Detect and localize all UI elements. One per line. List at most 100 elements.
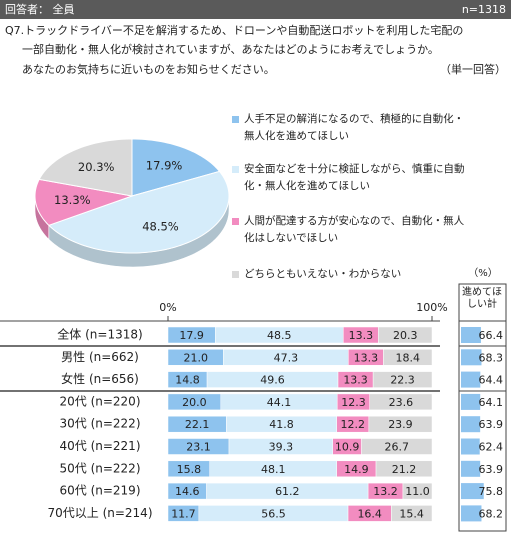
category-label: 30代 (n=222) — [59, 417, 140, 431]
bar-segment — [383, 349, 433, 366]
legend-label: どちらともいえない・わからない — [244, 268, 402, 280]
question-line: Q7.トラックドライバー不足を解消するため、ドローンや自動配送ロボットを利用した… — [5, 23, 463, 37]
value-label: 13.3 — [354, 351, 379, 364]
value-label: 26.7 — [385, 441, 410, 454]
value-label: 20.0 — [182, 396, 207, 409]
value-label: 15.4 — [399, 507, 424, 520]
legend-swatch — [232, 116, 239, 123]
value-label: 12.3 — [341, 396, 366, 409]
value-label: 22.3 — [390, 374, 415, 387]
total-box — [458, 283, 507, 532]
value-label: 14.6 — [175, 485, 200, 498]
value-label: 14.9 — [344, 463, 369, 476]
pie-slice — [38, 138, 133, 197]
value-label: 23.9 — [388, 418, 413, 431]
value-label: 49.6 — [260, 374, 285, 387]
value-label: 13.2 — [373, 485, 398, 498]
value-label: 11.0 — [405, 485, 430, 498]
total-bar — [461, 416, 481, 433]
value-label: 13.3 — [349, 329, 374, 342]
value-label: 44.1 — [267, 396, 292, 409]
category-label: 全体 (n=1318) — [57, 327, 142, 342]
bar-segment — [368, 415, 433, 433]
value-label: 14.8 — [175, 374, 200, 387]
value-label: 12.2 — [341, 418, 366, 431]
pie-slice — [131, 138, 221, 197]
total-value: 68.2 — [479, 507, 504, 520]
value-label: 15.8 — [177, 463, 202, 476]
legend-swatch — [232, 166, 239, 173]
value-label: 13.3 — [343, 374, 368, 387]
value-label: 23.1 — [186, 441, 211, 454]
value-label: 41.8 — [269, 418, 294, 431]
header-bar — [0, 0, 511, 19]
answer-type: （単一回答） — [440, 62, 506, 76]
legend-label: 安全面などを十分に検証しながら、慎重に自動化・無人化を進めてほしい — [244, 163, 465, 192]
value-label: 23.6 — [389, 396, 414, 409]
total-value: 63.9 — [479, 418, 504, 431]
total-value: 63.9 — [479, 463, 504, 476]
category-label: 70代以上 (n=214) — [47, 506, 152, 520]
value-label: 48.1 — [261, 463, 286, 476]
question-line: 一部自動化・無人化が検討されていますが、あなたはどのようにお考えでしょうか。 — [22, 42, 439, 56]
category-label: 男性 (n=662) — [61, 350, 139, 364]
value-label: 47.3 — [274, 351, 299, 364]
total-bar — [461, 505, 482, 522]
bar-segment — [391, 505, 433, 522]
total-bar — [461, 393, 481, 410]
value-label: 39.3 — [269, 441, 294, 454]
value-label: 21.2 — [392, 463, 417, 476]
pie-slice — [34, 178, 134, 226]
total-value: 66.4 — [479, 329, 504, 342]
bar-segment — [378, 326, 433, 344]
value-label: 11.7 — [171, 507, 196, 520]
total-unit: （%） — [468, 267, 498, 279]
category-label: 女性 (n=656) — [61, 371, 139, 386]
total-bar — [461, 483, 484, 500]
legend-label: 人手不足の解消になるので、積極的に自動化・無人化を進めてほしい — [244, 113, 465, 142]
category-label: 50代 (n=222) — [59, 461, 140, 475]
question-line: あなたのお気持ちに近いものをお知らせください。 — [22, 62, 275, 76]
total-title: 進めてほしい計 — [462, 287, 502, 310]
value-label: 56.5 — [261, 507, 286, 520]
bar-segment — [361, 438, 433, 455]
value-label: 61.2 — [275, 485, 300, 498]
value-label: 16.4 — [357, 507, 382, 520]
bar-segment — [372, 371, 433, 388]
total-value: 64.4 — [479, 374, 504, 387]
total-bar — [461, 327, 481, 343]
category-label: 40代 (n=221) — [59, 439, 140, 453]
x-tick-label: 100% — [416, 301, 447, 314]
pie-slice — [47, 170, 230, 254]
value-label: 10.9 — [335, 441, 360, 454]
value-label: 22.1 — [185, 418, 210, 431]
total-bar — [461, 438, 480, 455]
value-label: 21.0 — [183, 351, 208, 364]
legend-swatch — [232, 218, 239, 225]
total-bar — [461, 349, 482, 366]
total-value: 64.1 — [479, 396, 504, 409]
respondents: 回答者： 全員 — [5, 2, 75, 16]
pie-label: 13.3% — [54, 193, 91, 207]
bar-segment — [402, 482, 433, 500]
value-label: 48.5 — [267, 329, 292, 342]
total-bar — [461, 371, 481, 388]
x-tick-label: 0% — [159, 301, 176, 314]
legend-label: 人間が配達する方が安心なので、自動化・無人化はしないでほしい — [244, 215, 465, 244]
legend-swatch — [232, 271, 239, 278]
value-label: 20.3 — [393, 329, 418, 342]
total-value: 68.3 — [479, 351, 504, 364]
bar-segment — [375, 460, 433, 478]
total-value: 75.8 — [479, 485, 504, 498]
sample-size: n=1318 — [462, 3, 506, 16]
category-label: 20代 (n=220) — [59, 394, 140, 408]
bar-segment — [369, 393, 433, 411]
pie-label: 17.9% — [146, 159, 183, 173]
pie-label: 20.3% — [78, 160, 115, 174]
pie-label: 48.5% — [142, 220, 179, 234]
value-label: 18.4 — [395, 351, 420, 364]
category-label: 60代 (n=219) — [59, 484, 140, 498]
total-bar — [461, 460, 481, 477]
value-label: 17.9 — [179, 329, 204, 342]
